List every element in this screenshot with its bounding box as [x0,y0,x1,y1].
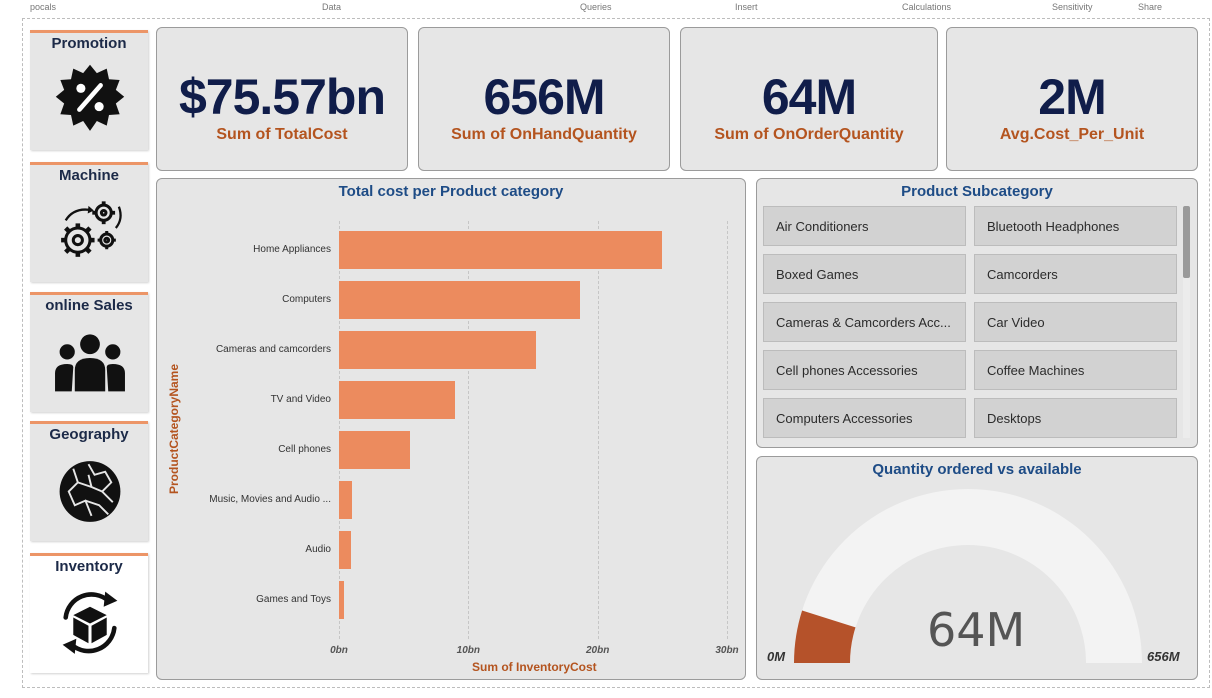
kpi-value: 2M [1038,69,1106,125]
users-icon [55,334,125,392]
chart-x-axis-title: Sum of InventoryCost [472,660,597,674]
kpi-caption: Avg.Cost_Per_Unit [999,126,1145,143]
top-menu-strip: pocals Data Queries Insert Calculations … [0,0,1212,16]
globe-icon [59,461,121,522]
percent-badge-icon [55,64,125,131]
chart-gridline [339,221,340,639]
slicer-item[interactable]: Cell phones Accessories [763,350,966,390]
chart-bar[interactable] [339,381,456,419]
chart-gridline [597,221,599,639]
nav-machine-button[interactable]: Machine [30,162,148,282]
top-menu-item[interactable]: Data [322,2,342,12]
slicer-item[interactable]: Boxed Games [763,254,966,294]
chart-y-axis-title: ProductCategoryName [167,363,181,494]
gauge-graphic [794,489,1142,663]
chart-title: Total cost per Product category [338,183,564,200]
slicer-item[interactable]: Camcorders [974,254,1177,294]
nav-label: Inventory [55,558,123,575]
kpi-card-on-hand-quantity[interactable]: 656M Sum of OnHandQuantity [418,27,670,171]
gauge-value: 64M [927,603,1026,657]
top-menu-item[interactable]: Queries [580,2,612,12]
top-menu-item[interactable]: pocals [30,2,57,12]
chart-category-label: Games and Toys [256,594,331,605]
slicer-title: Product Subcategory [901,183,1053,200]
nav-promotion-button[interactable]: Promotion [30,30,148,150]
kpi-caption: Sum of OnHandQuantity [451,126,637,143]
chart-x-tick: 30bn [715,645,739,656]
gauge-track [794,489,1142,663]
box-refresh-icon [62,591,118,654]
nav-online-sales-button[interactable]: online Sales [30,292,148,412]
nav-inventory-button[interactable]: Inventory [30,553,148,673]
kpi-card-avg-cost-per-unit[interactable]: 2M Avg.Cost_Per_Unit [946,27,1198,171]
chart-bar[interactable] [339,331,536,369]
chart-x-tick: 10bn [456,645,480,656]
slicer-item[interactable]: Coffee Machines [974,350,1177,390]
slicer-item[interactable]: Bluetooth Headphones [974,206,1177,246]
chart-bar[interactable] [339,281,580,319]
chart-category-label: Cameras and camcorders [215,344,331,355]
gauge-title: Quantity ordered vs available [872,461,1082,478]
top-menu-item[interactable]: Calculations [902,2,952,12]
nav-label: online Sales [45,297,133,314]
slicer-item[interactable]: Car Video [974,302,1177,342]
chart-category-label: Computers [282,294,331,305]
product-subcategory-slicer[interactable]: Product Subcategory Air Conditioners Blu… [756,178,1198,448]
chart-gridline [727,221,728,639]
kpi-value: 656M [483,69,605,125]
nav-label: Geography [49,426,129,443]
nav-geography-button[interactable]: Geography [30,421,148,541]
slicer-item[interactable]: Computers Accessories [763,398,966,438]
chart-bar[interactable] [339,431,411,469]
chart-bar[interactable] [339,481,352,519]
gauge-max-label: 656M [1147,649,1180,664]
top-menu-item[interactable]: Share [1138,2,1163,12]
gauge-min-label: 0M [767,649,786,664]
kpi-value: 64M [761,69,857,125]
kpi-value: $75.57bn [178,69,386,125]
chart-category-label: Audio [305,544,331,555]
slicer-scroll-thumb[interactable] [1183,206,1190,278]
bar-chart-panel[interactable]: Total cost per Product category ProductC… [156,178,746,680]
chart-category-label: TV and Video [270,394,331,405]
slicer-item[interactable]: Air Conditioners [763,206,966,246]
kpi-caption: Sum of TotalCost [216,126,348,143]
nav-label: Promotion [51,35,127,52]
kpi-caption: Sum of OnOrderQuantity [714,126,904,143]
chart-bar[interactable] [339,581,345,619]
slicer-item[interactable]: Desktops [974,398,1177,438]
chart-bar[interactable] [339,531,351,569]
chart-bar[interactable] [339,231,663,269]
chart-category-label: Cell phones [278,444,331,455]
slicer-scrollbar[interactable] [1183,206,1190,438]
gauge-panel[interactable]: Quantity ordered vs available 64M 0M 656… [756,456,1198,680]
kpi-card-total-cost[interactable]: $75.57bn Sum of TotalCost [156,27,408,171]
report-canvas [22,18,1210,688]
kpi-card-on-order-quantity[interactable]: 64M Sum of OnOrderQuantity [680,27,938,171]
nav-label: Machine [58,167,119,184]
top-menu-item[interactable]: Insert [735,2,758,12]
chart-category-label: Home Appliances [253,244,331,255]
chart-x-tick: 20bn [585,645,610,656]
gauge-fill [794,610,856,663]
chart-x-tick: 0bn [330,645,348,656]
top-menu-item[interactable]: Sensitivity [1052,2,1093,12]
slicer-item[interactable]: Cameras & Camcorders Acc... [763,302,966,342]
gears-icon [61,201,122,257]
chart-category-label: Music, Movies and Audio ... [209,494,331,505]
chart-gridline [468,221,470,639]
